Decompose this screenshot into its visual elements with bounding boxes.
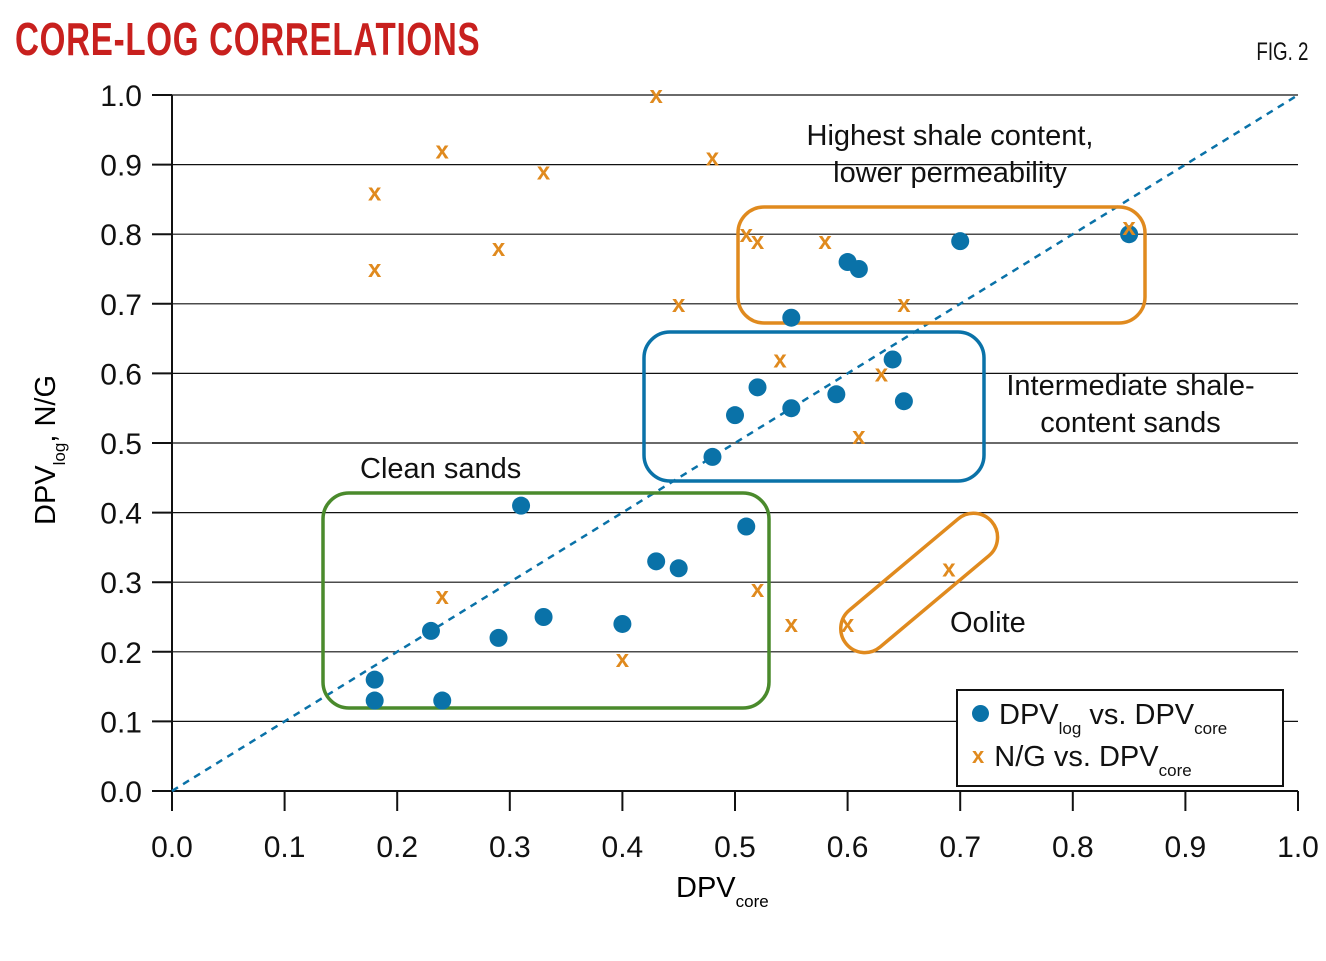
ng-point: x	[740, 221, 754, 248]
dpv-log-point	[951, 232, 970, 251]
highest-shale-region-box	[736, 205, 1147, 325]
y-tick-label: 0.5	[100, 428, 142, 461]
ng-point: x	[942, 555, 956, 582]
ng-point: x	[650, 82, 664, 109]
ng-point: x	[773, 346, 787, 373]
y-tick-label: 1.0	[100, 80, 142, 113]
y-tick-label: 0.6	[100, 358, 142, 391]
clean-sands-region-box	[321, 491, 771, 710]
ng-point: x	[368, 179, 382, 206]
dpv-log-point	[669, 559, 688, 578]
x-tick-label: 0.1	[264, 831, 306, 864]
y-tick-label: 0.4	[100, 498, 142, 531]
ng-point: x	[818, 228, 832, 255]
ng-point: x	[706, 145, 720, 172]
chart-title: CORE-LOG CORRELATIONS	[15, 13, 481, 65]
x-axis-label: DPVcore	[676, 872, 769, 911]
ng-point: x	[751, 228, 765, 255]
dpv-log-point	[737, 517, 756, 536]
x-tick-label: 0.8	[1052, 831, 1094, 864]
ng-point: x	[672, 291, 686, 318]
oolite-region-ellipse	[839, 511, 1000, 655]
dpv-log-point	[894, 392, 913, 411]
dpv-log-point	[726, 406, 744, 425]
dpv-log-point	[849, 260, 868, 278]
y-tick-label: 0.0	[100, 776, 142, 809]
x-tick-label: 0.6	[827, 831, 869, 864]
legend: DPVlog vs. DPVcore x N/G vs. DPVcore	[956, 689, 1284, 787]
dpv-log-point	[827, 385, 846, 404]
y-tick-label: 0.9	[100, 150, 142, 183]
y-tick-label: 0.1	[100, 706, 142, 739]
dpv-log-point	[512, 496, 531, 515]
ng-point: x	[368, 256, 382, 283]
dpv-log-point	[647, 552, 666, 571]
dpv-log-point	[365, 670, 384, 689]
annotation-clean-sands: Clean sands	[360, 453, 522, 485]
legend-item-ng: x N/G vs. DPVcore	[972, 741, 1192, 780]
dpv-log-point	[883, 350, 902, 369]
x-tick-label: 0.9	[1165, 831, 1207, 864]
dpv-log-point	[489, 628, 508, 647]
y-tick-label: 0.7	[100, 289, 142, 322]
intermediate-sands-region-box	[642, 330, 986, 483]
dpv-log-point	[703, 447, 722, 466]
dpv-log-point	[1120, 225, 1139, 244]
x-tick-label: 0.4	[602, 831, 644, 864]
ng-point: x	[1122, 214, 1136, 241]
ng-point: x	[841, 611, 855, 638]
ng-point: x	[785, 611, 799, 638]
y-axis-label: DPVlog, N/G	[30, 375, 69, 525]
x-tick-label: 0.2	[376, 831, 418, 864]
annotation-oolite: Oolite	[950, 607, 1026, 639]
x-tick-label: 0.7	[939, 831, 981, 864]
y-tick-label: 0.3	[100, 567, 142, 600]
ng-point: x	[875, 360, 889, 387]
ng-point: x	[436, 138, 450, 165]
x-marker-icon: x	[972, 743, 985, 768]
ng-point: x	[537, 159, 551, 186]
ng-point: x	[852, 423, 866, 450]
x-tick-label: 0.5	[714, 831, 756, 864]
dpv-log-point	[782, 308, 801, 327]
y-tick-label: 0.2	[100, 637, 142, 670]
annotation-intermediate-sands: Intermediate shale-content sands	[1006, 370, 1255, 439]
ng-point: x	[616, 646, 630, 673]
dpv-log-point	[748, 378, 767, 397]
dpv-log-point	[365, 691, 384, 710]
ng-point: x	[492, 235, 506, 262]
dpv-log-point	[421, 621, 440, 640]
dot-marker-icon	[972, 705, 989, 722]
dpv-log-point	[433, 691, 452, 710]
y-tick-label: 0.8	[100, 219, 142, 252]
dpv-log-point	[534, 608, 553, 626]
x-tick-label: 1.0	[1277, 831, 1319, 864]
legend-item-dpv-log: DPVlog vs. DPVcore	[972, 699, 1227, 739]
ng-point: x	[436, 583, 450, 610]
ng-point: x	[897, 291, 911, 318]
ng-point: x	[751, 576, 765, 603]
x-tick-label: 0.0	[151, 831, 193, 864]
dpv-log-point	[613, 614, 632, 633]
figure-label: FIG. 2	[1255, 38, 1308, 66]
x-tick-label: 0.3	[489, 831, 531, 864]
annotation-highest-shale: Highest shale content, lower permeability	[806, 120, 1094, 189]
dpv-log-point	[782, 399, 801, 418]
